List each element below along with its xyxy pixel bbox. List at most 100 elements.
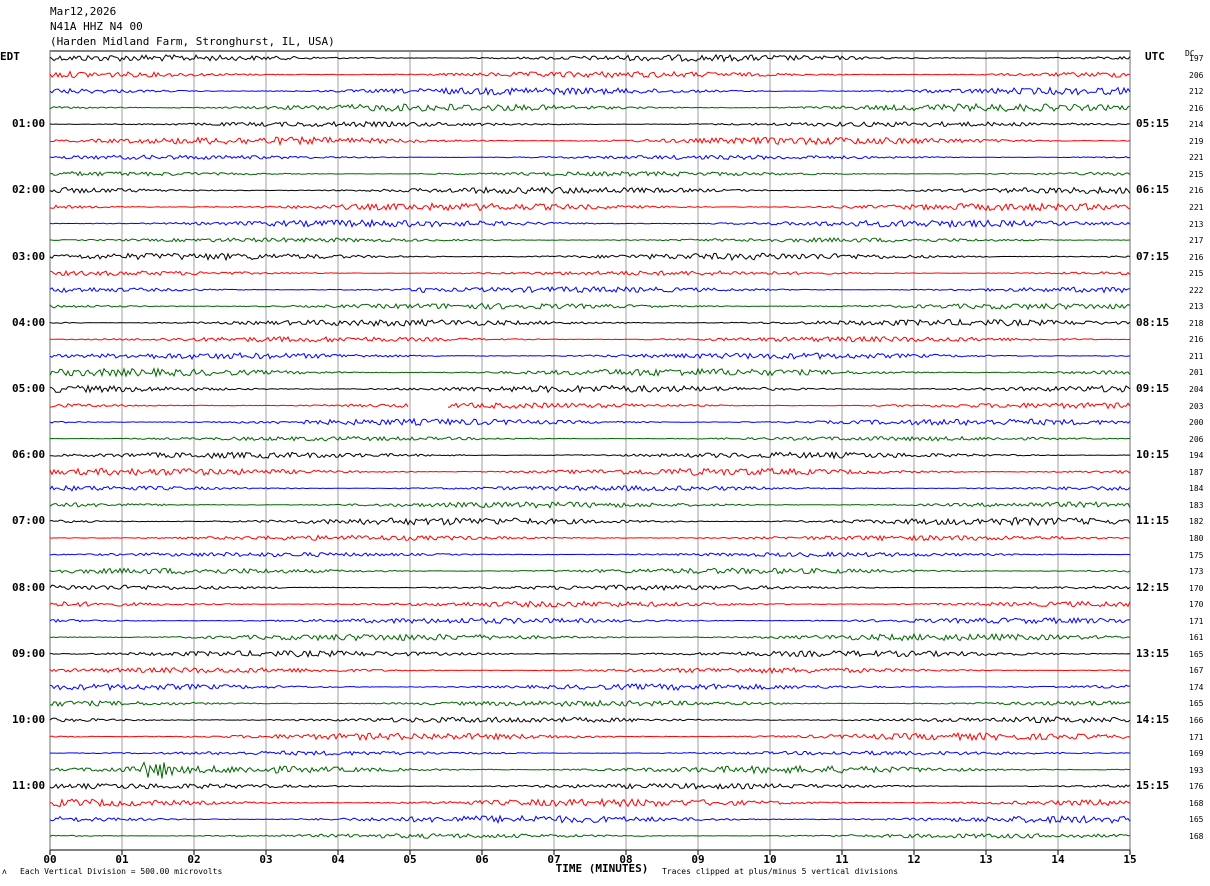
x-axis-title: TIME (MINUTES) (555, 862, 649, 875)
dc-offset-value: 168 (1189, 798, 1204, 808)
x-tick-label: 12 (907, 853, 921, 866)
dc-offset-value: 204 (1189, 385, 1204, 394)
x-tick-label: 11 (835, 853, 849, 866)
x-tick-label: 06 (475, 853, 489, 866)
seismic-trace (49, 551, 1130, 558)
dc-offset-value: 213 (1189, 219, 1204, 229)
dc-offset-value: 171 (1189, 616, 1204, 626)
dc-offset-value: 165 (1189, 815, 1204, 825)
seismic-trace (49, 467, 1131, 477)
seismic-trace (49, 218, 1131, 229)
left-hour-label: 09:00 (12, 646, 46, 660)
left-hour-label: 08:00 (12, 580, 46, 594)
dc-offset-value: 216 (1189, 103, 1204, 113)
left-hour-label: 11:00 (12, 779, 46, 793)
left-hour-label: 10:00 (12, 713, 46, 726)
right-hour-label: 12:15 (1136, 580, 1170, 594)
dc-offset-value: 183 (1189, 500, 1204, 510)
dc-offset-value: 215 (1189, 169, 1204, 179)
right-hour-label: 11:15 (1136, 514, 1170, 528)
seismic-trace (49, 202, 1131, 212)
dc-offset-value: 206 (1189, 70, 1204, 80)
dc-offset-value: 212 (1189, 87, 1204, 97)
x-tick-label: 03 (259, 853, 273, 866)
dc-offset-value: 213 (1189, 302, 1204, 312)
dc-offset-value: 171 (1189, 732, 1204, 742)
dc-offset-value: 193 (1189, 765, 1204, 775)
seismic-trace (49, 683, 1131, 692)
left-hour-label: 01:00 (12, 117, 46, 131)
seismic-trace (49, 716, 1131, 724)
seismic-trace (49, 302, 1131, 311)
dc-offset-value: 182 (1189, 517, 1204, 527)
dc-offset-value: 211 (1189, 351, 1204, 361)
dc-offset-value: 216 (1189, 252, 1204, 262)
seismic-trace (49, 269, 1131, 277)
x-tick-label: 05 (403, 853, 417, 866)
dc-offset-value: 170 (1189, 583, 1204, 593)
dc-offset-value: 194 (1189, 451, 1204, 461)
seismic-trace (49, 750, 1131, 756)
footer-clip-note: Traces clipped at plus/minus 5 vertical … (662, 867, 899, 876)
dc-offset-value: 221 (1189, 202, 1204, 212)
seismic-trace (49, 367, 1131, 379)
x-tick-label: 02 (187, 853, 201, 866)
left-hour-label: 07:00 (12, 514, 46, 528)
x-tick-label: 10 (763, 853, 777, 866)
right-hour-label: 10:15 (1136, 448, 1170, 462)
x-tick-label: 00 (43, 853, 57, 866)
seismic-trace (49, 699, 1131, 708)
seismic-trace (49, 666, 1131, 675)
seismic-trace (49, 351, 1131, 360)
dc-offset-value: 168 (1189, 831, 1204, 841)
dc-offset-value: 203 (1189, 401, 1204, 411)
right-hour-label: 08:15 (1136, 315, 1170, 329)
footer-corner-mark: ᴧ (2, 867, 7, 876)
seismic-trace (49, 567, 1131, 575)
x-tick-label: 09 (691, 853, 705, 866)
dc-offset-value: 169 (1189, 749, 1204, 759)
dc-offset-value: 221 (1189, 153, 1204, 163)
left-hour-label: 02:00 (12, 183, 46, 197)
dc-offset-value: 175 (1189, 550, 1204, 560)
seismic-trace (447, 402, 1131, 410)
seismic-trace (49, 154, 1131, 161)
x-tick-label: 14 (1051, 853, 1065, 866)
seismic-trace (49, 402, 409, 408)
dc-offset-value: 217 (1189, 236, 1204, 246)
left-timezone-label: EDT (0, 50, 20, 63)
dc-offset-value: 165 (1189, 699, 1204, 709)
seismic-trace (49, 170, 1131, 177)
seismic-trace (49, 286, 1131, 294)
right-hour-label: 15:15 (1136, 779, 1170, 793)
seismic-trace (49, 797, 1131, 808)
seismic-trace (49, 584, 1131, 592)
x-tick-label: 15 (1123, 853, 1137, 866)
seismic-trace (49, 417, 1131, 427)
dc-offset-value: 165 (1189, 649, 1204, 659)
dc-offset-value: 216 (1189, 335, 1204, 345)
dc-offset-value: 218 (1189, 318, 1204, 328)
dc-offset-value: 180 (1189, 533, 1204, 543)
header-date: Mar12,2026 (50, 5, 117, 18)
dc-offset-value: 215 (1189, 269, 1204, 279)
dc-offset-value: 174 (1189, 682, 1204, 692)
seismic-trace (49, 600, 1131, 609)
right-timezone-label: UTC (1145, 50, 1165, 63)
dc-offset-value: 173 (1189, 567, 1204, 577)
seismic-trace (49, 252, 1131, 262)
dc-offset-value: 197 (1189, 54, 1204, 63)
seismic-trace (50, 451, 1131, 460)
seismic-trace (49, 534, 1131, 542)
dc-offset-value: 184 (1189, 484, 1204, 494)
right-hour-label: 07:15 (1136, 249, 1170, 263)
right-hour-label: 06:15 (1136, 183, 1170, 197)
left-hour-label: 06:00 (12, 448, 46, 462)
dc-offset-value: 166 (1189, 716, 1204, 725)
x-tick-label: 08 (619, 853, 633, 866)
dc-offset-value: 187 (1189, 467, 1204, 477)
seismic-trace (49, 135, 1131, 147)
right-hour-label: 09:15 (1136, 382, 1170, 395)
seismic-trace (49, 53, 1131, 63)
